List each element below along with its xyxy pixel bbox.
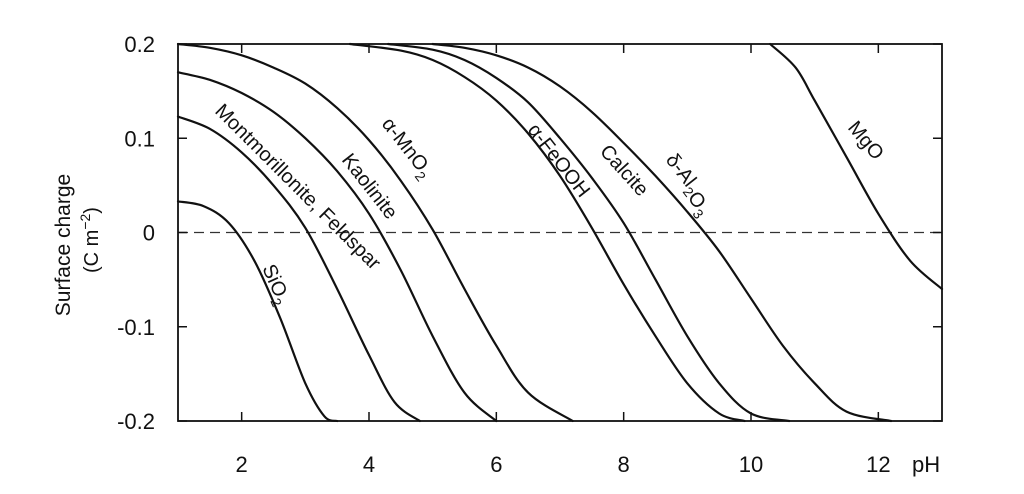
y-tick-label: -0.2: [117, 409, 155, 434]
tick-labels: 2 4 6 8 10 12 0.2 0.1 0 -0.1 -0.2: [117, 32, 890, 477]
series-label-mgo: MgO: [843, 117, 888, 164]
series-label-mno2: α-MnO2: [374, 114, 437, 185]
series-line-mgo: [769, 42, 944, 291]
x-tick-label: 6: [490, 452, 502, 477]
series-line-al2o3: [431, 42, 893, 423]
series-label-calcite: Calcite: [595, 141, 652, 201]
series-line-montmorillonite-feldspar: [176, 115, 421, 423]
x-tick-label: 12: [866, 452, 890, 477]
series-line-mno2: [176, 42, 574, 423]
series-label-feooh: α-FeOOH: [523, 120, 594, 202]
y-tick-label: 0.2: [124, 32, 155, 57]
x-tick-label: 4: [363, 452, 375, 477]
y-tick-label: -0.1: [117, 315, 155, 340]
y-axis-units-label: (C m−2): [77, 207, 103, 273]
x-tick-label: 8: [618, 452, 630, 477]
y-axis-label: Surface charge: [52, 174, 75, 316]
series-line-feooh: [348, 42, 746, 423]
y-axis-units: (C m−2): [77, 207, 103, 273]
x-axis-label: pH: [912, 452, 940, 477]
series-line-calcite: [387, 42, 791, 423]
series-curves: [176, 42, 944, 423]
x-tick-label: 2: [236, 452, 248, 477]
y-axis-title: Surface charge: [52, 174, 75, 316]
y-tick-label: 0: [143, 221, 155, 246]
series-line-sio2: [176, 200, 339, 423]
x-tick-label: 10: [739, 452, 763, 477]
series-line-kaolinite: [176, 71, 498, 423]
y-tick-label: 0.1: [124, 126, 155, 151]
series-label-sio2: SiO2: [254, 261, 295, 309]
